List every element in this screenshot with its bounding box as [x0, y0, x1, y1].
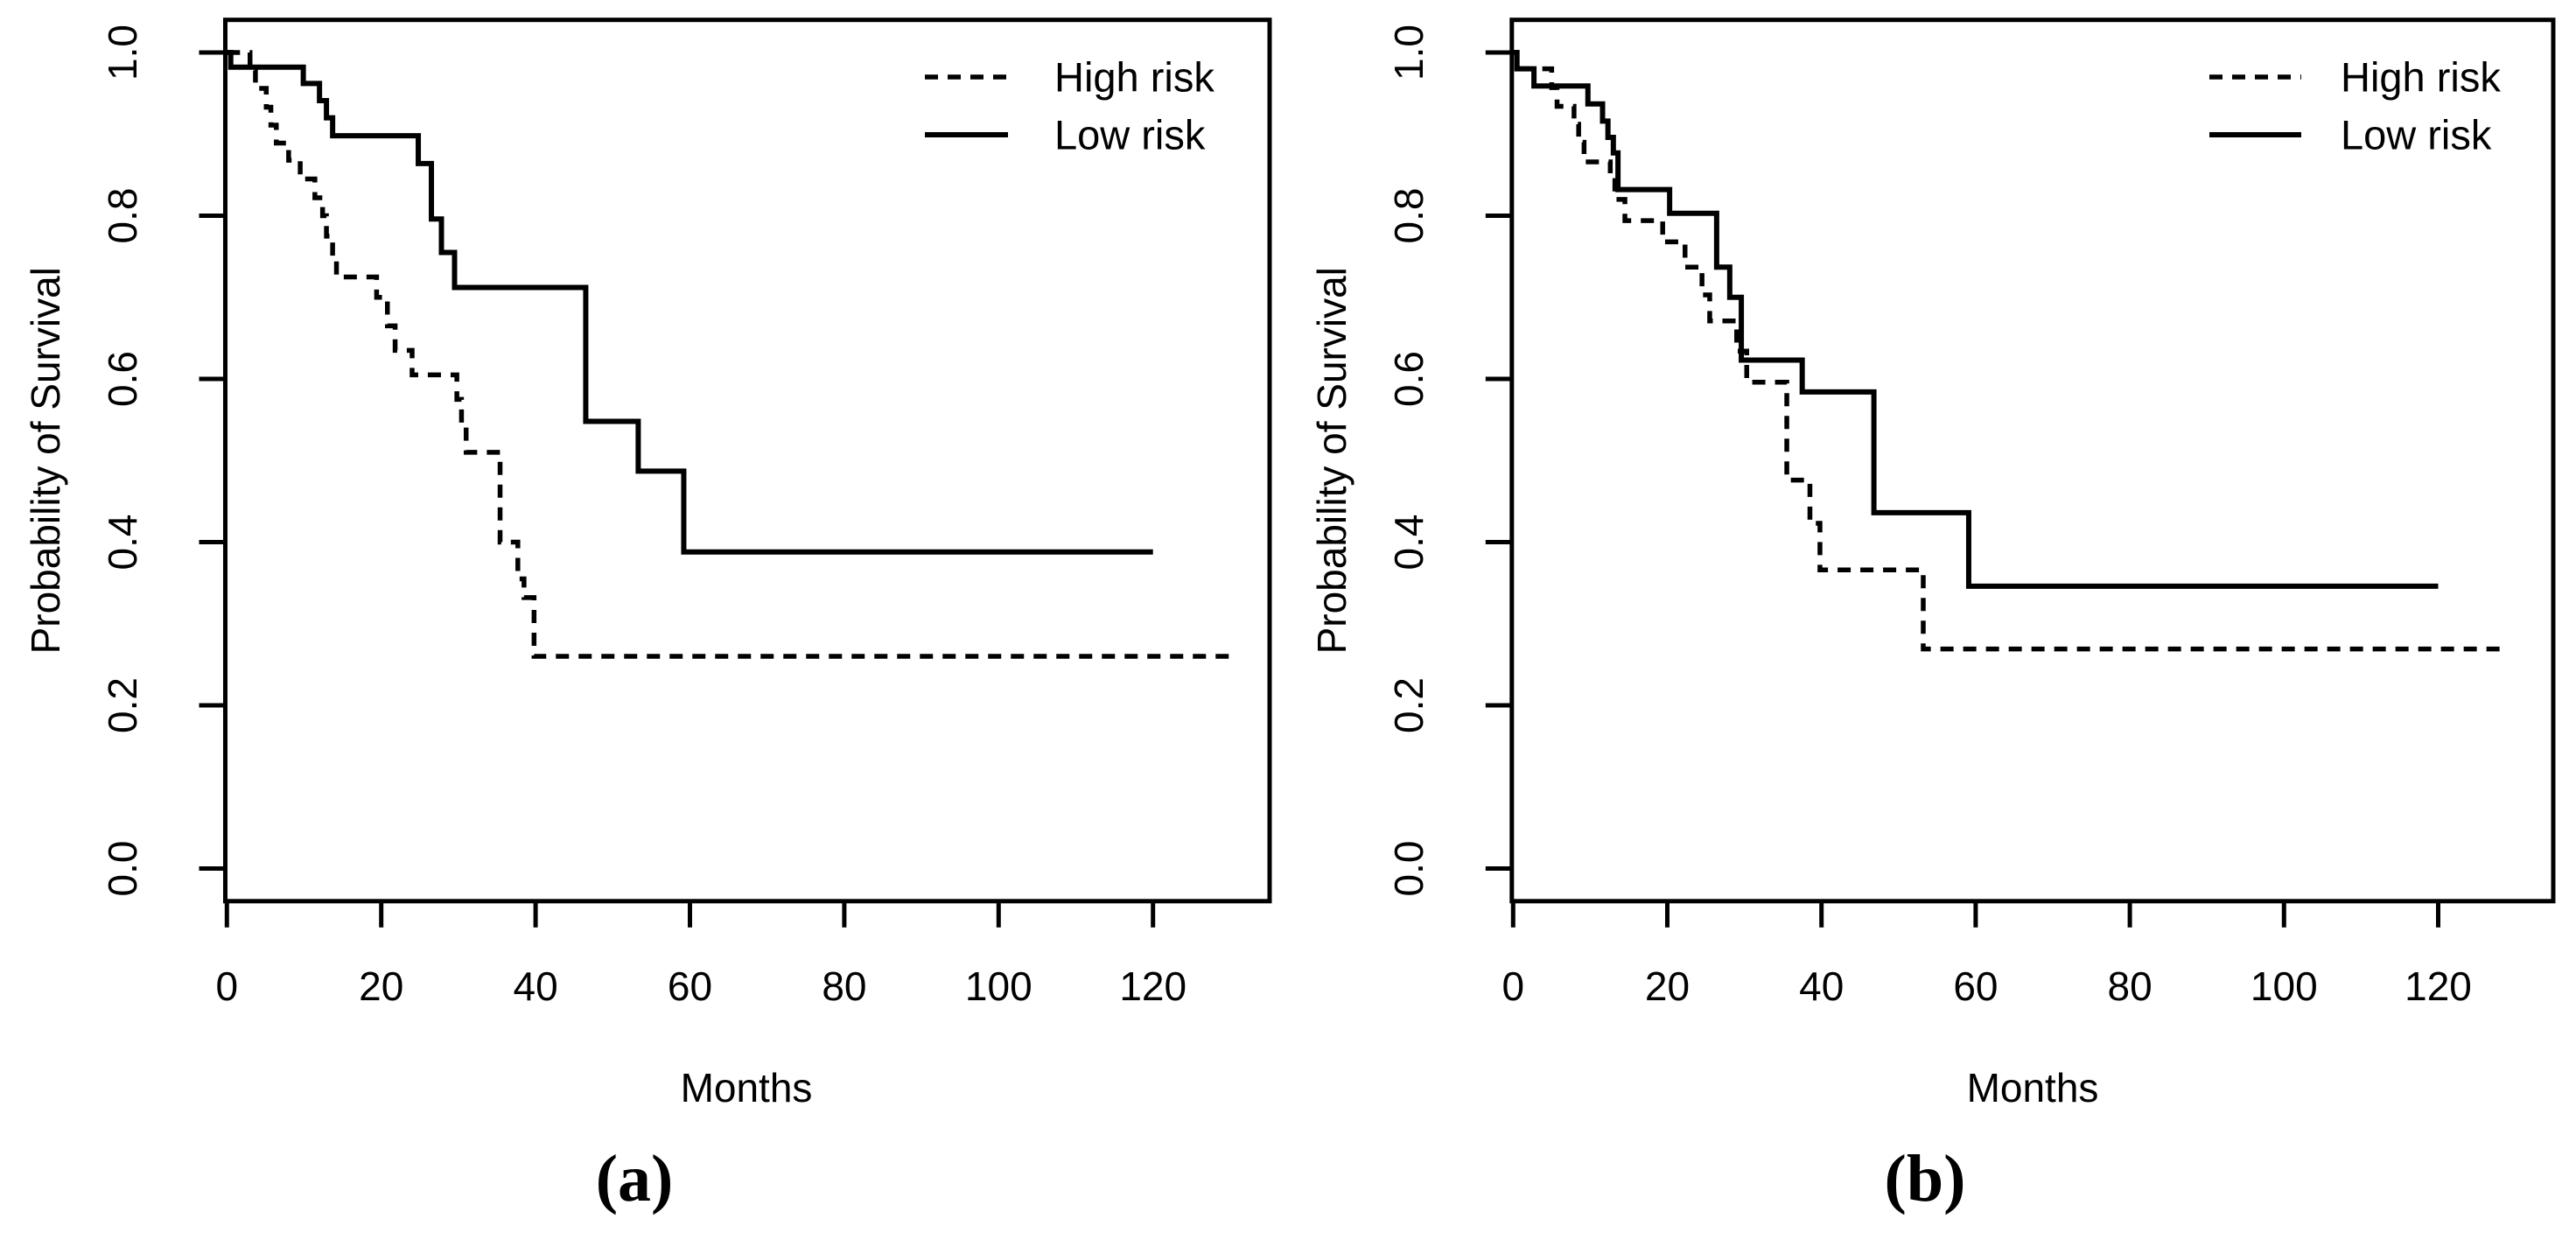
curve-high-risk-b: [1513, 50, 2500, 652]
x-tick-label: 80: [2108, 963, 2152, 1009]
y-axis-label: Probability of Survival: [23, 267, 68, 654]
x-tick-label: 120: [1119, 963, 1186, 1009]
y-tick-label: 0.8: [1386, 188, 1432, 244]
legend-label-low-risk: Low risk: [2341, 112, 2492, 158]
y-tick-label: 0.4: [1386, 515, 1432, 571]
y-tick-label: 0.0: [1386, 841, 1432, 897]
y-tick-label: 0.8: [100, 188, 145, 244]
curve-high-risk-a: [227, 50, 1230, 659]
x-axis-label: Months: [681, 1065, 813, 1110]
y-tick-label: 0.0: [100, 841, 145, 897]
panel-b: 0 20 40 60 80 100 120 0.0 0.2 0.4 0.6 0.8 1.0 High ri…: [1309, 18, 2556, 1215]
x-tick-label: 20: [1645, 963, 1690, 1009]
legend-label-high-risk: High risk: [1054, 54, 1214, 101]
plot-box: [223, 18, 1272, 904]
x-tick-label: 120: [2404, 963, 2472, 1009]
legend-label-high-risk: High risk: [2341, 54, 2501, 101]
y-tick-label: 0.6: [1386, 351, 1432, 407]
x-tick-label: 100: [2250, 963, 2318, 1009]
y-tick-label: 0.4: [100, 515, 145, 571]
curve-low-risk-b: [1513, 50, 2439, 589]
x-tick-label: 40: [514, 963, 558, 1009]
y-axis-label: Probability of Survival: [1309, 267, 1354, 654]
x-tick-label: 100: [965, 963, 1032, 1009]
x-tick-label: 60: [668, 963, 712, 1009]
y-tick-label: 0.2: [100, 677, 145, 733]
y-tick-label: 1.0: [100, 25, 145, 81]
x-tick-label: 0: [1502, 963, 1525, 1009]
curve-low-risk-a: [227, 50, 1153, 555]
panel-a: 0 20 40 60 80 100 120 0.0 0.2 0.4 0.6 0.8 1.0 High ri…: [23, 18, 1272, 1215]
plot-box: [1509, 18, 2556, 904]
x-tick-label: 60: [1953, 963, 1998, 1009]
y-tick-label: 0.2: [1386, 677, 1432, 733]
legend-label-low-risk: Low risk: [1054, 112, 1206, 158]
y-tick-label: 0.6: [100, 351, 145, 407]
y-tick-label: 1.0: [1386, 25, 1432, 81]
x-tick-label: 20: [359, 963, 403, 1009]
x-tick-label: 0: [216, 963, 239, 1009]
x-tick-label: 80: [822, 963, 866, 1009]
panel-caption-a: (a): [596, 1142, 674, 1215]
x-axis-label: Months: [1967, 1065, 2099, 1110]
panel-caption-b: (b): [1885, 1142, 1966, 1215]
x-tick-label: 40: [1799, 963, 1844, 1009]
